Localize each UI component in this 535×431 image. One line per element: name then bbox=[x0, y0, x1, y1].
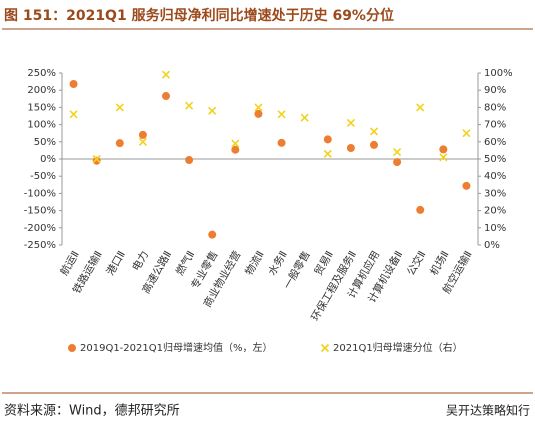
x-tick-label: 贸易Ⅱ bbox=[312, 249, 335, 278]
x-marker-path bbox=[231, 139, 240, 148]
x-marker-path bbox=[369, 127, 379, 136]
dot bbox=[462, 181, 471, 190]
x-marker bbox=[254, 103, 263, 112]
x-marker-path bbox=[300, 113, 309, 122]
y-tick-label: -150% bbox=[24, 206, 56, 217]
y2-tick-label: 20% bbox=[484, 206, 506, 217]
x-marker-path bbox=[69, 110, 78, 119]
x-marker-path bbox=[138, 137, 147, 146]
x-tick-label: 机场Ⅱ bbox=[427, 249, 451, 278]
x-marker bbox=[208, 106, 217, 115]
x-marker-path bbox=[346, 118, 355, 127]
x-marker bbox=[69, 110, 78, 119]
y2-tick-label: 0% bbox=[484, 240, 500, 251]
x-marker-path bbox=[277, 110, 286, 119]
x-marker bbox=[323, 149, 332, 158]
x-tick-label: 航运Ⅱ bbox=[57, 249, 81, 278]
x-marker-path bbox=[161, 70, 171, 79]
x-marker bbox=[393, 148, 402, 157]
y-tick-label: 200% bbox=[27, 85, 56, 96]
y2-tick-label: 40% bbox=[484, 171, 506, 182]
dot bbox=[439, 145, 448, 154]
dot bbox=[254, 109, 263, 118]
y2-tick-label: 50% bbox=[484, 154, 506, 165]
y2-tick-label: 70% bbox=[484, 120, 506, 131]
x-marker-path bbox=[416, 103, 425, 112]
x-marker bbox=[277, 110, 286, 119]
dot bbox=[115, 139, 124, 148]
y2-tick-label: 60% bbox=[484, 137, 506, 148]
x-tick-label: 物流Ⅱ bbox=[242, 249, 266, 278]
x-marker-path bbox=[115, 103, 124, 112]
x-marker bbox=[346, 118, 355, 127]
x-marker-path bbox=[92, 154, 101, 164]
dot bbox=[323, 135, 332, 144]
x-marker bbox=[369, 127, 379, 136]
x-tick-label: 公交Ⅱ bbox=[404, 249, 428, 278]
x-marker-path bbox=[439, 153, 448, 162]
watermark: 吴开达策略知行 bbox=[446, 403, 530, 418]
x-marker-path bbox=[254, 103, 263, 112]
x-marker bbox=[462, 129, 471, 138]
dot bbox=[231, 145, 240, 154]
x-tick-label: 水务Ⅱ bbox=[265, 249, 289, 278]
dot bbox=[138, 130, 147, 139]
source: 资料来源：Wind，德邦研究所 bbox=[4, 404, 180, 419]
x-marker bbox=[185, 101, 194, 110]
y-tick-label: 150% bbox=[27, 102, 56, 113]
x-marker-path bbox=[208, 106, 217, 115]
x-marker bbox=[416, 103, 425, 112]
legend-label: 2021Q1归母增速分位（右） bbox=[333, 341, 463, 354]
x-marker-path bbox=[323, 149, 332, 158]
y2-tick-label: 10% bbox=[484, 223, 506, 234]
legend-marker bbox=[68, 344, 76, 352]
dot bbox=[393, 158, 402, 167]
legend-marker bbox=[320, 343, 330, 353]
x-marker bbox=[115, 103, 124, 112]
x-marker-path bbox=[185, 101, 194, 110]
legend-label: 2019Q1-2021Q1归母增速均值（%，左） bbox=[80, 341, 272, 354]
x-tick-label: 港口Ⅱ bbox=[104, 249, 127, 278]
y-tick-label: 100% bbox=[27, 120, 56, 131]
dot bbox=[162, 92, 170, 101]
dot bbox=[92, 156, 101, 165]
dot bbox=[277, 138, 286, 147]
x-marker bbox=[92, 154, 101, 164]
y2-tick-label: 100% bbox=[484, 68, 513, 79]
dot bbox=[370, 140, 378, 149]
y-tick-label: 250% bbox=[27, 68, 56, 79]
chart-title: 图 151：2021Q1 服务归母净利同比增速处于历史 69%分位 bbox=[4, 7, 394, 24]
y-tick-label: 50% bbox=[34, 137, 56, 148]
dot bbox=[208, 230, 217, 239]
dot bbox=[185, 156, 194, 165]
dot bbox=[346, 143, 355, 152]
y2-tick-label: 90% bbox=[484, 85, 506, 96]
y-tick-label: -200% bbox=[24, 223, 56, 234]
y-tick-label: -50% bbox=[30, 171, 56, 182]
x-marker bbox=[231, 139, 240, 148]
y-tick-label: 0% bbox=[40, 154, 56, 165]
y2-tick-label: 80% bbox=[484, 102, 506, 113]
dot bbox=[416, 205, 425, 214]
x-tick-label: 燃气Ⅱ bbox=[173, 249, 197, 278]
x-marker bbox=[439, 153, 448, 162]
y-tick-label: -250% bbox=[24, 240, 56, 251]
x-tick-label: 电力 bbox=[129, 249, 151, 274]
dot bbox=[69, 80, 78, 89]
x-marker bbox=[161, 70, 171, 79]
x-marker bbox=[300, 113, 309, 122]
x-marker-path bbox=[393, 148, 402, 157]
x-marker-path bbox=[462, 129, 471, 138]
y2-tick-label: 30% bbox=[484, 188, 506, 199]
y-tick-label: -100% bbox=[24, 188, 56, 199]
x-marker bbox=[138, 137, 147, 146]
